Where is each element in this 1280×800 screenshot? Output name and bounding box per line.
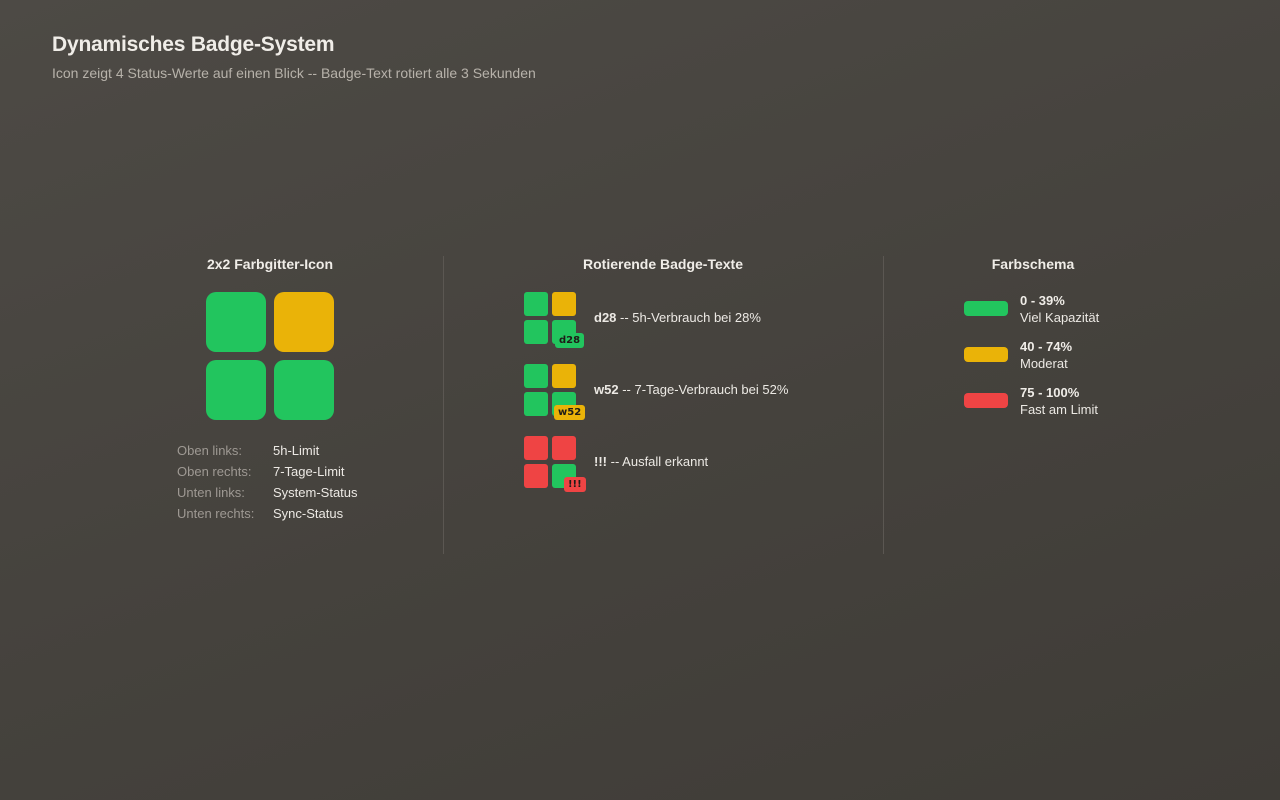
legend-value: 7-Tage-Limit — [273, 464, 345, 479]
mini-cell — [524, 436, 548, 460]
mini-cell — [524, 320, 548, 344]
badge-text: -- 7-Tage-Verbrauch bei 52% — [618, 382, 789, 397]
badge-description: d28 -- 5h-Verbrauch bei 28% — [594, 310, 761, 325]
badge-label: d28 — [555, 333, 585, 348]
column-divider — [443, 256, 444, 554]
badge-description: w52 -- 7-Tage-Verbrauch bei 52% — [594, 382, 788, 397]
grid-legend: Oben links: 5h-Limit Oben rechts: 7-Tage… — [177, 440, 358, 524]
page-subtitle: Icon zeigt 4 Status-Werte auf einen Blic… — [52, 65, 536, 81]
mini-cell — [524, 292, 548, 316]
legend-row: Oben links: 5h-Limit — [177, 440, 358, 461]
mini-grid-icon: d28 — [524, 292, 586, 348]
mini-grid-icon: w52 — [524, 364, 586, 420]
legend-row: Oben rechts: 7-Tage-Limit — [177, 461, 358, 482]
badge-label: w52 — [554, 405, 586, 420]
scheme-range: 75 - 100% — [1020, 385, 1080, 400]
scheme-item: 75 - 100% Fast am Limit — [964, 385, 1184, 425]
grid-icon-title: 2x2 Farbgitter-Icon — [206, 256, 334, 272]
legend-row: Unten links: System-Status — [177, 482, 358, 503]
grid-icon-preview — [206, 292, 334, 420]
scheme-label: Moderat — [1020, 356, 1068, 371]
legend-key: Unten rechts: — [177, 506, 255, 521]
badge-code: !!! — [594, 454, 607, 469]
mini-cell — [552, 292, 576, 316]
scheme-range: 40 - 74% — [1020, 339, 1073, 354]
page-header: Dynamisches Badge-System Icon zeigt 4 St… — [52, 33, 536, 81]
legend-row: Unten rechts: Sync-Status — [177, 503, 358, 524]
badge-example-row: w52 w52 -- 7-Tage-Verbrauch bei 52% — [524, 364, 844, 420]
scheme-item: 40 - 74% Moderat — [964, 339, 1184, 379]
grid-cell-top-right — [274, 292, 334, 352]
scheme-range: 0 - 39% — [1020, 293, 1065, 308]
scheme-label: Fast am Limit — [1020, 402, 1099, 417]
badge-code: d28 — [594, 310, 617, 325]
badge-text: -- 5h-Verbrauch bei 28% — [616, 310, 761, 325]
badge-label: !!! — [564, 477, 586, 492]
badge-example-row: !!! !!! -- Ausfall erkannt — [524, 436, 844, 492]
legend-key: Oben links: — [177, 443, 243, 458]
mini-grid-icon: !!! — [524, 436, 586, 492]
color-swatch — [964, 393, 1008, 408]
scheme-label: Viel Kapazität — [1020, 310, 1100, 325]
grid-cell-top-left — [206, 292, 266, 352]
column-divider — [883, 256, 884, 554]
color-swatch — [964, 347, 1008, 362]
legend-key: Oben rechts: — [177, 464, 252, 479]
badge-example-row: d28 d28 -- 5h-Verbrauch bei 28% — [524, 292, 844, 348]
scheme-title: Farbschema — [991, 256, 1075, 272]
legend-key: Unten links: — [177, 485, 245, 500]
mini-cell — [524, 392, 548, 416]
grid-cell-bottom-left — [206, 360, 266, 420]
badge-code: w52 — [594, 382, 619, 397]
mini-cell — [524, 464, 548, 488]
grid-cell-bottom-right — [274, 360, 334, 420]
legend-value: 5h-Limit — [273, 443, 320, 458]
badge-description: !!! -- Ausfall erkannt — [594, 454, 708, 469]
badge-text: -- Ausfall erkannt — [607, 454, 709, 469]
page-title: Dynamisches Badge-System — [52, 33, 335, 56]
badges-title: Rotierende Badge-Texte — [583, 256, 743, 272]
legend-value: System-Status — [273, 485, 358, 500]
legend-value: Sync-Status — [273, 506, 344, 521]
mini-cell — [552, 436, 576, 460]
color-swatch — [964, 301, 1008, 316]
scheme-item: 0 - 39% Viel Kapazität — [964, 293, 1184, 333]
mini-cell — [524, 364, 548, 388]
mini-cell — [552, 364, 576, 388]
